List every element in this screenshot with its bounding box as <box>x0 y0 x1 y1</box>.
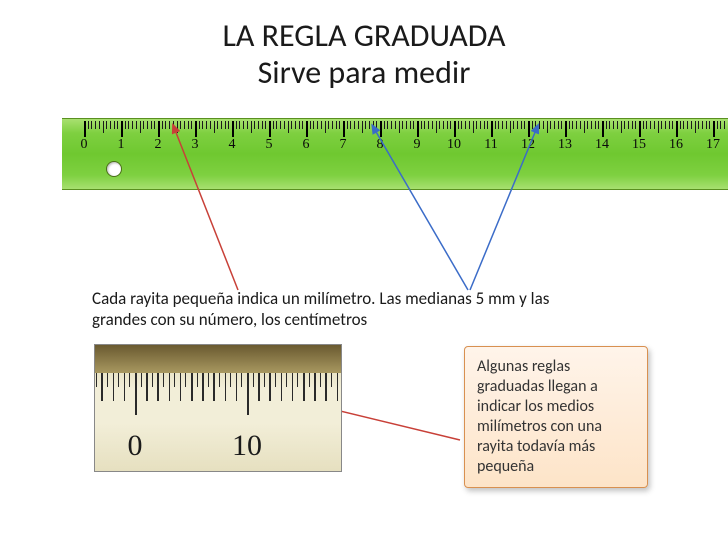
detail-ruler-ticks <box>95 373 341 433</box>
ruler-cm-label: 1 <box>118 137 125 153</box>
title-line-2: Sirve para medir <box>0 55 728 92</box>
ruler-cm-label: 5 <box>266 137 273 153</box>
ruler-cm-label: 13 <box>558 137 572 153</box>
ruler-cm-label: 16 <box>669 137 683 153</box>
title-line-1: LA REGLA GRADUADA <box>0 18 728 55</box>
ruler-cm-label: 0 <box>81 137 88 153</box>
ruler-cm-label: 6 <box>303 137 310 153</box>
main-ruler-numbers: 01234567891011121314151617 <box>84 137 728 155</box>
detail-ruler-numbers: 0 10 <box>95 429 341 465</box>
main-ruler: 01234567891011121314151617 <box>62 118 728 190</box>
callout-box: Algunas reglas graduadas llegan a indica… <box>464 346 648 488</box>
ruler-cm-label: 4 <box>229 137 236 153</box>
ruler-cm-label: 9 <box>414 137 421 153</box>
ruler-cm-label: 3 <box>192 137 199 153</box>
ruler-cm-label: 8 <box>377 137 384 153</box>
slide-title: LA REGLA GRADUADA Sirve para medir <box>0 0 728 92</box>
ruler-cm-label: 17 <box>706 137 720 153</box>
ruler-cm-label: 12 <box>521 137 535 153</box>
ruler-cm-label: 11 <box>484 137 497 153</box>
ruler-cm-label: 2 <box>155 137 162 153</box>
detail-ruler-label: 0 <box>128 429 143 463</box>
explanation-text: Cada rayita pequeña indica un milímetro.… <box>92 288 572 331</box>
ruler-hole <box>106 161 122 177</box>
detail-ruler-label: 10 <box>232 429 262 463</box>
detail-ruler: 0 10 <box>94 344 342 472</box>
ruler-cm-label: 10 <box>447 137 461 153</box>
ruler-cm-label: 15 <box>632 137 646 153</box>
ruler-cm-label: 14 <box>595 137 609 153</box>
ruler-cm-label: 7 <box>340 137 347 153</box>
